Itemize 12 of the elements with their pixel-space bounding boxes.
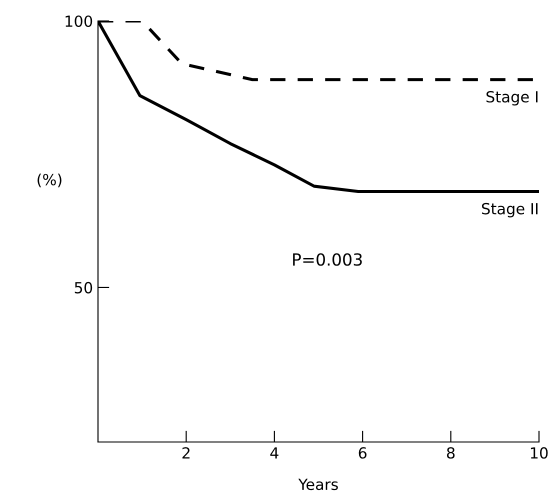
annotation: P=0.003	[293, 253, 362, 266]
x-tick-label: 10	[530, 447, 548, 459]
x-tick-label: 6	[358, 447, 366, 459]
x-tick-label: 2	[182, 447, 190, 458]
y-tick-label: 50	[74, 282, 92, 294]
y-tick-label: 100	[66, 15, 92, 28]
series-label: Stage II	[482, 202, 538, 218]
x-axis-title: Years	[298, 478, 338, 490]
x-tick-label: 4	[270, 447, 278, 458]
series-label: Stage I	[486, 91, 538, 106]
y-axis-title: (%)	[38, 174, 62, 188]
x-tick-label: 8	[446, 447, 455, 459]
